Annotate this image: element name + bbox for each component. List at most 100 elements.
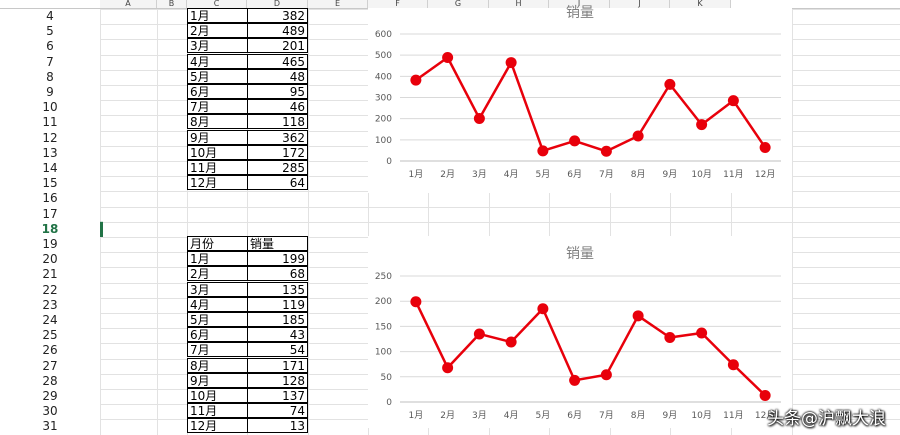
column-header-i[interactable]: I	[549, 0, 610, 8]
row-header[interactable]: 12	[0, 130, 100, 146]
month-cell[interactable]: 3月	[187, 281, 248, 297]
column-header-k[interactable]: K	[670, 0, 731, 8]
sales-value-cell[interactable]: 171	[247, 357, 308, 373]
column-header-e[interactable]: E	[308, 0, 368, 8]
month-cell[interactable]: 11月	[187, 160, 248, 175]
row-header[interactable]: 17	[0, 206, 100, 222]
sales-value-cell[interactable]: 199	[247, 251, 308, 267]
sales-value-cell[interactable]: 13	[247, 418, 308, 434]
row-header[interactable]: 31	[0, 419, 100, 435]
sales-value-cell[interactable]: 185	[247, 312, 308, 327]
row-header[interactable]: 7	[0, 54, 100, 70]
month-cell[interactable]: 9月	[187, 372, 248, 388]
row-header[interactable]: 8	[0, 69, 100, 85]
sales-value-cell[interactable]: 46	[247, 99, 308, 115]
sales-value-cell[interactable]: 362	[247, 129, 308, 145]
column-header-f[interactable]: F	[368, 0, 428, 8]
data-point	[600, 369, 612, 381]
sales-line-chart-2[interactable]: 销量 0 50 100 150 200 250 1月 2月 3月 4月 5月 6月 7月 8月 9月 10月 1…	[368, 236, 792, 428]
month-cell[interactable]: 7月	[187, 342, 248, 358]
sales-value-cell[interactable]: 64	[247, 175, 308, 191]
column-header-h[interactable]: H	[489, 0, 549, 8]
month-cell[interactable]: 12月	[187, 418, 248, 434]
header-cell-month[interactable]: 月份	[187, 236, 248, 251]
sales-value-cell[interactable]: 95	[247, 84, 308, 99]
row-header[interactable]: 5	[0, 24, 100, 40]
month-cell[interactable]: 1月	[187, 251, 248, 267]
sales-value-cell[interactable]: 382	[247, 8, 308, 23]
month-cell[interactable]: 12月	[187, 175, 248, 191]
y-tick-label: 600	[375, 30, 392, 40]
y-tick-label: 0	[386, 157, 392, 167]
data-point	[759, 389, 771, 401]
month-cell[interactable]: 1月	[187, 8, 248, 23]
sales-line-chart-1[interactable]: 销量 0 100 200 300 400 500 600 1月 2月 3月 4月 5月 6月 7月 8月 9月…	[368, 5, 792, 193]
data-point	[727, 95, 739, 107]
month-cell[interactable]: 7月	[187, 99, 248, 115]
sales-value-cell[interactable]: 137	[247, 388, 308, 403]
month-cell[interactable]: 5月	[187, 312, 248, 327]
x-tick-label: 2月	[440, 410, 455, 421]
column-header-b[interactable]: B	[157, 0, 187, 8]
column-header-j[interactable]: J	[610, 0, 670, 8]
sales-value-cell[interactable]: 68	[247, 266, 308, 282]
column-header-g[interactable]: G	[428, 0, 489, 8]
row-header[interactable]: 4	[0, 9, 100, 24]
month-cell[interactable]: 9月	[187, 129, 248, 145]
sales-value-cell[interactable]: 119	[247, 296, 308, 312]
sales-value-cell[interactable]: 118	[247, 114, 308, 130]
x-tick-label: 7月	[599, 410, 614, 421]
row-header[interactable]: 23	[0, 297, 100, 313]
x-tick-label: 1月	[409, 169, 424, 180]
month-cell[interactable]: 2月	[187, 266, 248, 282]
row-header[interactable]: 27	[0, 358, 100, 374]
sales-value-cell[interactable]: 43	[247, 327, 308, 343]
month-cell[interactable]: 6月	[187, 327, 248, 343]
header-cell-sales[interactable]: 销量	[247, 236, 308, 251]
month-cell[interactable]: 4月	[187, 296, 248, 312]
row-header[interactable]: 18	[0, 221, 100, 237]
row-header[interactable]: 22	[0, 282, 100, 298]
row-header[interactable]: 24	[0, 313, 100, 328]
row-header[interactable]: 21	[0, 267, 100, 283]
row-header[interactable]: 19	[0, 237, 100, 252]
sales-value-cell[interactable]: 285	[247, 160, 308, 175]
sales-value-cell[interactable]: 489	[247, 23, 308, 39]
month-cell[interactable]: 10月	[187, 144, 248, 160]
row-header[interactable]: 16	[0, 191, 100, 207]
row-header[interactable]: 29	[0, 389, 100, 404]
month-cell[interactable]: 5月	[187, 68, 248, 84]
sales-value-cell[interactable]: 54	[247, 342, 308, 358]
row-header[interactable]: 14	[0, 161, 100, 176]
row-header[interactable]: 15	[0, 176, 100, 192]
row-header[interactable]: 30	[0, 404, 100, 420]
sales-value-cell[interactable]: 172	[247, 144, 308, 160]
month-cell[interactable]: 8月	[187, 114, 248, 130]
sales-value-cell[interactable]: 201	[247, 38, 308, 54]
sales-value-cell[interactable]: 74	[247, 403, 308, 419]
month-cell[interactable]: 10月	[187, 388, 248, 403]
sales-value-cell[interactable]: 128	[247, 372, 308, 388]
sales-value-cell[interactable]: 48	[247, 68, 308, 84]
column-header-a[interactable]: A	[100, 0, 157, 8]
month-cell[interactable]: 2月	[187, 23, 248, 39]
month-cell[interactable]: 8月	[187, 357, 248, 373]
row-header[interactable]: 20	[0, 252, 100, 268]
row-header[interactable]: 26	[0, 343, 100, 359]
row-header[interactable]: 9	[0, 85, 100, 100]
row-header[interactable]: 13	[0, 145, 100, 161]
column-header-d[interactable]: D	[247, 0, 308, 8]
sales-value-cell[interactable]: 465	[247, 53, 308, 69]
sales-value-cell[interactable]: 135	[247, 281, 308, 297]
data-point	[410, 296, 422, 308]
column-header-c[interactable]: C	[187, 0, 247, 8]
month-cell[interactable]: 11月	[187, 403, 248, 419]
row-header[interactable]: 25	[0, 328, 100, 344]
row-header[interactable]: 6	[0, 39, 100, 55]
row-header[interactable]: 11	[0, 115, 100, 131]
month-cell[interactable]: 6月	[187, 84, 248, 99]
row-header[interactable]: 10	[0, 100, 100, 116]
month-cell[interactable]: 3月	[187, 38, 248, 54]
row-header[interactable]: 28	[0, 373, 100, 389]
month-cell[interactable]: 4月	[187, 53, 248, 69]
